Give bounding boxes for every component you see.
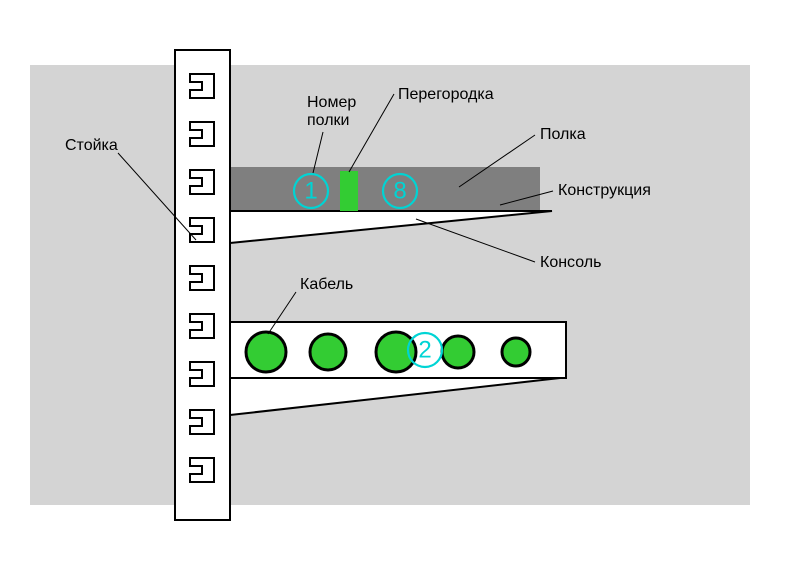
cable-circle (376, 332, 416, 372)
cable-circle (442, 336, 474, 368)
shelf-number: 8 (393, 178, 406, 205)
cable-circle (310, 334, 346, 370)
label-constr: Конструкция (558, 182, 651, 199)
label-divider: Перегородка (398, 86, 494, 103)
shelf-number: 1 (304, 178, 317, 205)
label-stand: Стойка (65, 137, 118, 154)
label-console: Консоль (540, 254, 601, 271)
shelf-number: 2 (418, 337, 431, 364)
wall-region (30, 65, 750, 505)
cable-circle (502, 338, 530, 366)
cable-shelf-diagram: 1 8 2 Стойка Номерполки Перегородка Полка Конст… (0, 0, 800, 561)
shelf-upper (230, 167, 540, 211)
cable-circle (246, 332, 286, 372)
divider (340, 171, 358, 211)
label-cable: Кабель (300, 276, 353, 293)
label-shelfno1: Номер (307, 94, 356, 111)
label-shelfno2: полки (307, 112, 349, 129)
label-shelf: Полка (540, 126, 586, 143)
